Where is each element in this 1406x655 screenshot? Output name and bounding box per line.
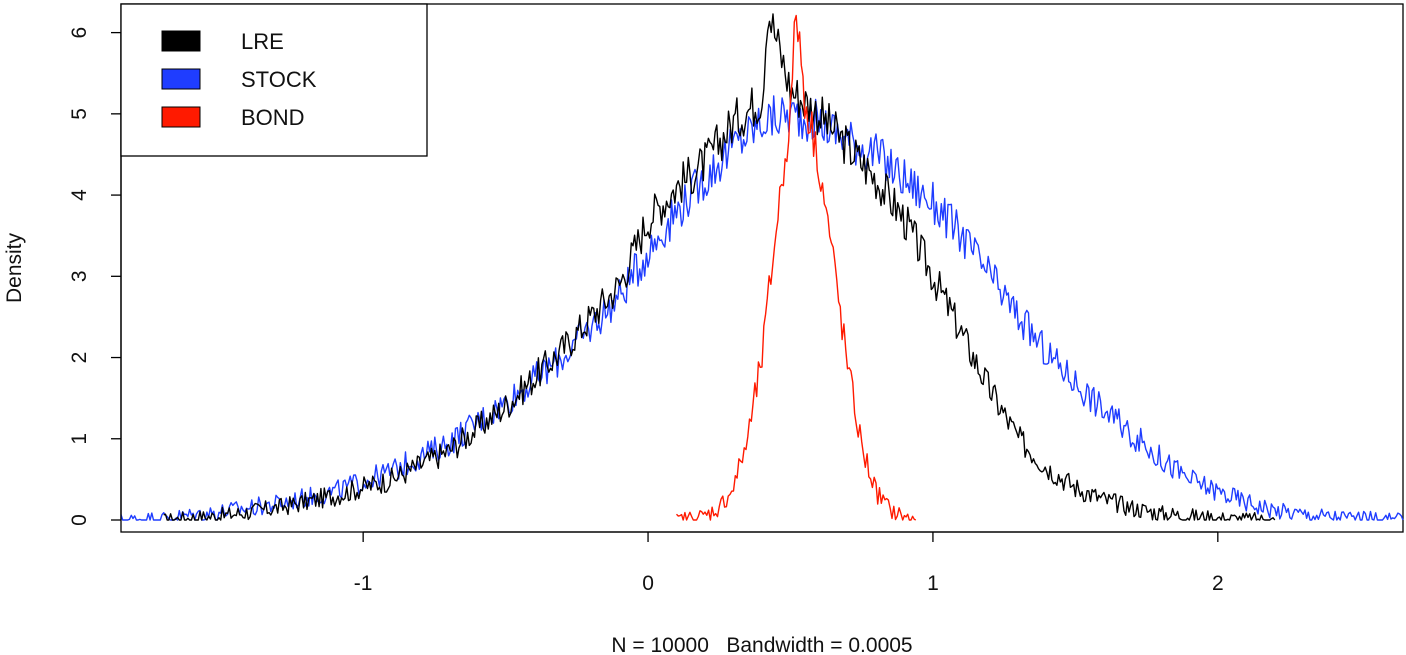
x-axis: -1 0 1 2 xyxy=(354,531,1224,595)
legend-label-stock: STOCK xyxy=(241,67,317,92)
legend-swatch-lre xyxy=(161,30,201,52)
y-axis: 0 1 2 3 4 5 6 xyxy=(68,27,122,526)
density-curves xyxy=(120,13,1404,521)
x-tick-label: 2 xyxy=(1212,572,1224,595)
legend-swatch-bond xyxy=(161,106,201,128)
y-tick-label: 2 xyxy=(68,352,91,364)
y-tick-label: 1 xyxy=(68,433,91,445)
y-tick-label: 4 xyxy=(68,189,91,201)
legend: LRE STOCK BOND xyxy=(120,3,428,157)
x-tick-label: 1 xyxy=(927,572,939,595)
x-tick-label: -1 xyxy=(354,572,373,595)
legend-label-bond: BOND xyxy=(241,105,305,130)
x-axis-label: N = 10000 Bandwidth = 0.0005 xyxy=(611,634,912,655)
y-tick-label: 3 xyxy=(68,270,91,282)
legend-swatch-stock xyxy=(161,68,201,90)
y-tick-label: 0 xyxy=(68,514,91,526)
legend-label-lre: LRE xyxy=(241,29,284,54)
y-tick-label: 6 xyxy=(68,27,91,39)
series-line-lre xyxy=(163,13,1276,521)
series-line-stock xyxy=(120,95,1404,521)
x-tick-label: 0 xyxy=(642,572,654,595)
y-axis-label: Density xyxy=(3,232,26,303)
series-line-bond xyxy=(675,14,917,521)
y-tick-label: 5 xyxy=(68,108,91,120)
legend-items: LRE STOCK BOND xyxy=(161,29,317,130)
